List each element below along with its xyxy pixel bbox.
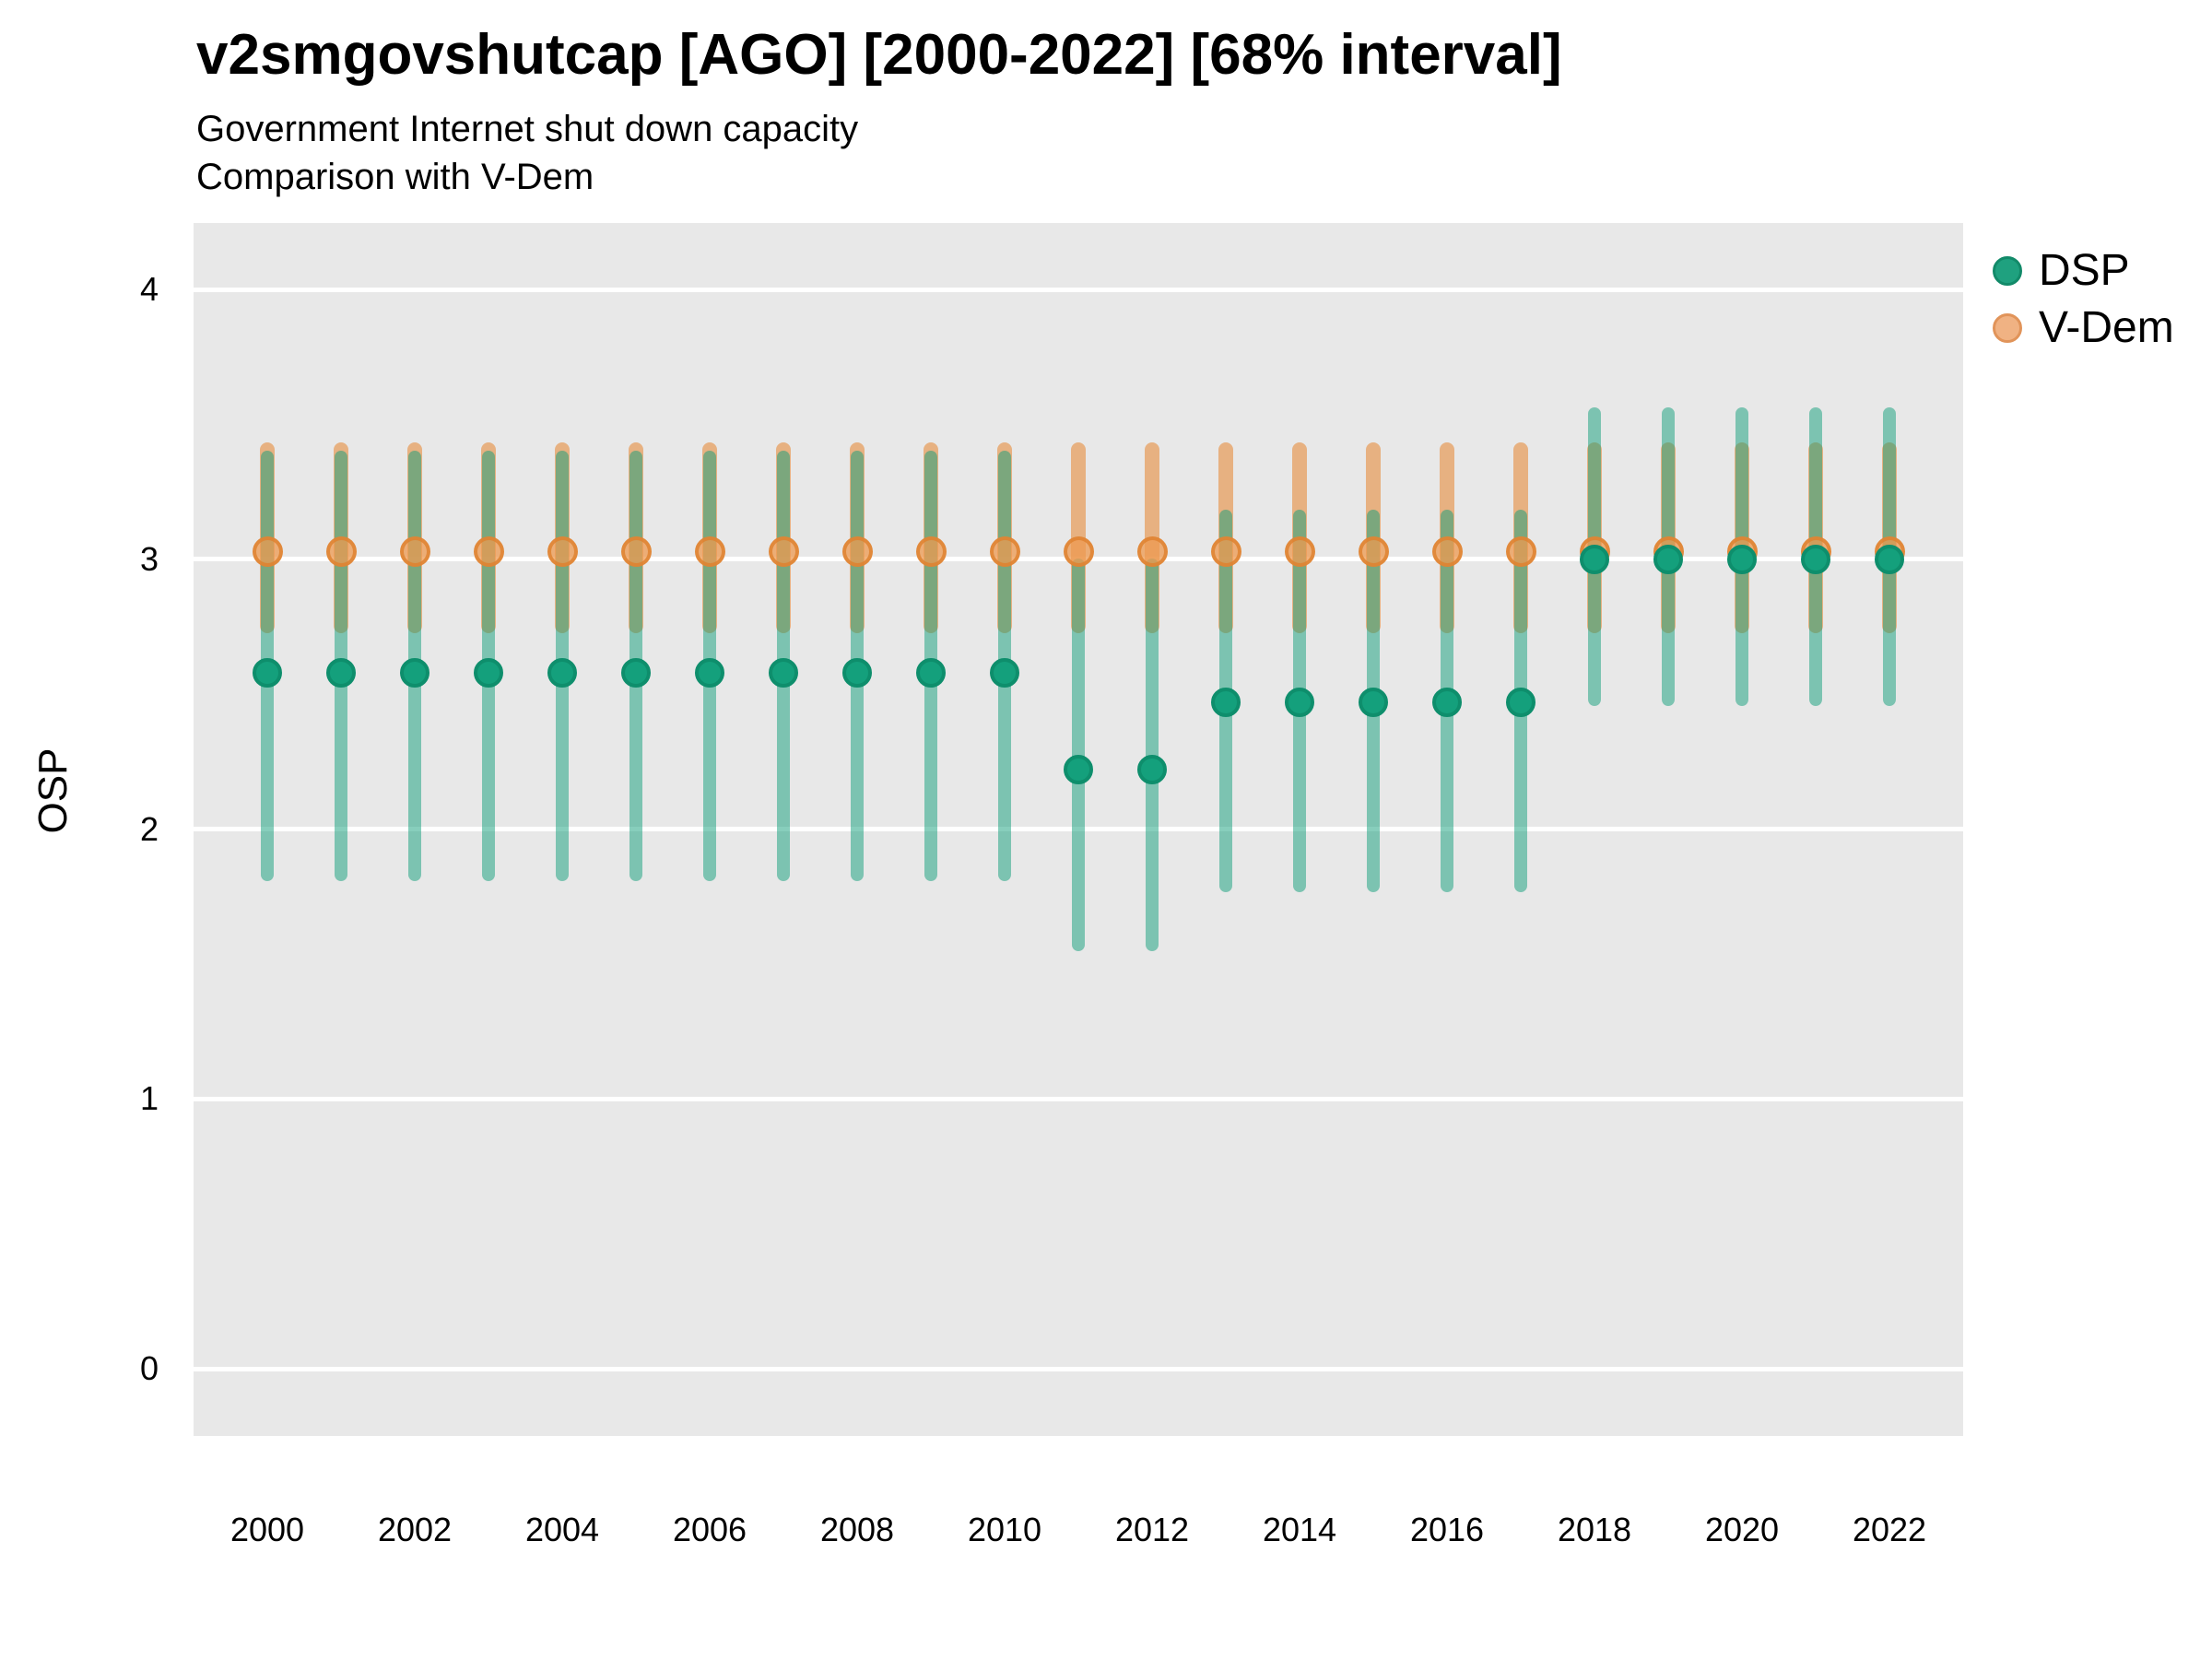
chart-title: v2smgovshutcap [AGO] [2000-2022] [68% in… xyxy=(196,23,1562,87)
vdem-point-2014 xyxy=(1284,535,1315,567)
dsp-point-2009 xyxy=(916,657,946,688)
vdem-point-2000 xyxy=(252,535,283,567)
dsp-errorbar-2012 xyxy=(1146,558,1159,952)
dsp-point-2008 xyxy=(842,657,872,688)
x-tick-label-2002: 2002 xyxy=(377,1511,453,1548)
dsp-point-2007 xyxy=(769,657,798,688)
vdem-point-2003 xyxy=(473,535,504,567)
dsp-point-2004 xyxy=(547,657,577,688)
dsp-point-2005 xyxy=(621,657,651,688)
x-tick-label-2022: 2022 xyxy=(1852,1511,1927,1548)
gridline-y-4 xyxy=(194,287,1963,292)
y-tick-label-1: 1 xyxy=(139,1079,159,1118)
vdem-point-2007 xyxy=(768,535,799,567)
dsp-errorbar-2011 xyxy=(1072,558,1085,952)
dsp-point-2003 xyxy=(474,657,503,688)
dsp-point-2000 xyxy=(253,657,282,688)
vdem-point-2011 xyxy=(1063,535,1094,567)
dsp-point-2012 xyxy=(1137,755,1167,785)
dsp-point-2011 xyxy=(1064,755,1093,785)
plot-panel xyxy=(194,223,1963,1436)
vdem-point-2001 xyxy=(325,535,357,567)
y-tick-label-2: 2 xyxy=(139,809,159,848)
vdem-point-2017 xyxy=(1505,535,1536,567)
legend-entry-v-dem: V-Dem xyxy=(1993,306,2174,350)
dsp-point-2019 xyxy=(1653,544,1683,574)
dsp-point-2006 xyxy=(695,657,724,688)
dsp-point-2018 xyxy=(1580,544,1609,574)
chart-subtitle-line2: Comparison with V-Dem xyxy=(196,157,594,197)
y-axis-title: OSP xyxy=(30,747,76,834)
dsp-point-2021 xyxy=(1801,544,1830,574)
dsp-point-2015 xyxy=(1359,688,1388,718)
x-tick-label-2020: 2020 xyxy=(1704,1511,1780,1548)
x-tick-label-2018: 2018 xyxy=(1557,1511,1632,1548)
dsp-point-2010 xyxy=(990,657,1019,688)
x-tick-label-2004: 2004 xyxy=(524,1511,600,1548)
chart-subtitle-line1: Government Internet shut down capacity xyxy=(196,109,859,149)
gridline-y-0 xyxy=(194,1366,1963,1371)
x-tick-label-2006: 2006 xyxy=(672,1511,747,1548)
dsp-point-2002 xyxy=(400,657,429,688)
y-tick-label-0: 0 xyxy=(139,1349,159,1387)
vdem-point-2009 xyxy=(915,535,947,567)
vdem-point-2002 xyxy=(399,535,430,567)
vdem-point-2006 xyxy=(694,535,725,567)
x-tick-label-2008: 2008 xyxy=(819,1511,895,1548)
x-tick-label-2000: 2000 xyxy=(229,1511,305,1548)
dsp-point-2017 xyxy=(1506,688,1535,718)
y-tick-label-4: 4 xyxy=(139,270,159,309)
legend-dot-dsp xyxy=(1993,256,2022,286)
legend: DSP V-Dem xyxy=(1993,249,2174,363)
legend-label-dsp: DSP xyxy=(2039,246,2130,295)
gridline-y-1 xyxy=(194,1096,1963,1101)
dsp-point-2022 xyxy=(1875,544,1904,574)
dsp-point-2020 xyxy=(1727,544,1757,574)
dsp-point-2016 xyxy=(1432,688,1462,718)
dsp-point-2013 xyxy=(1211,688,1241,718)
vdem-point-2013 xyxy=(1210,535,1241,567)
vdem-point-2004 xyxy=(547,535,578,567)
vdem-point-2012 xyxy=(1136,535,1168,567)
vdem-point-2016 xyxy=(1431,535,1463,567)
x-tick-label-2016: 2016 xyxy=(1409,1511,1485,1548)
x-tick-label-2012: 2012 xyxy=(1114,1511,1190,1548)
dsp-point-2014 xyxy=(1285,688,1314,718)
vdem-point-2015 xyxy=(1358,535,1389,567)
x-tick-label-2014: 2014 xyxy=(1262,1511,1337,1548)
legend-entry-dsp: DSP xyxy=(1993,249,2174,293)
vdem-point-2008 xyxy=(841,535,873,567)
x-tick-label-2010: 2010 xyxy=(967,1511,1042,1548)
vdem-point-2005 xyxy=(620,535,652,567)
vdem-point-2010 xyxy=(989,535,1020,567)
dsp-point-2001 xyxy=(326,657,356,688)
legend-dot-v-dem xyxy=(1993,313,2022,343)
y-tick-label-3: 3 xyxy=(139,539,159,578)
legend-label-v-dem: V-Dem xyxy=(2039,303,2174,352)
